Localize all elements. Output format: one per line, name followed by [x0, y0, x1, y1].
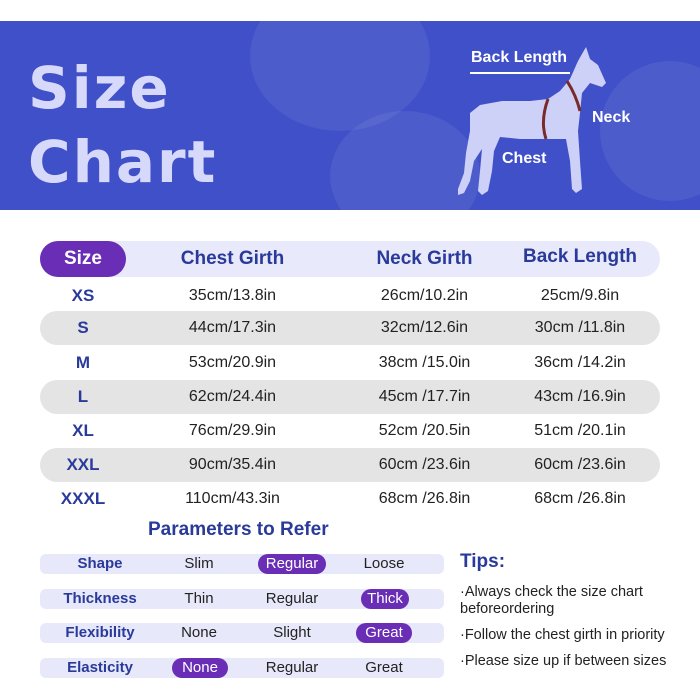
parameter-row-shape: Shape Slim Regular Loose — [40, 554, 444, 574]
back-cell: 68cm /26.8in — [534, 490, 626, 507]
parameter-option: None — [181, 624, 217, 641]
table-row: XXL 90cm/35.4in 60cm /23.6in 60cm /23.6i… — [40, 448, 660, 482]
parameter-option-selected: Regular — [258, 554, 326, 574]
table-header-background — [40, 241, 660, 277]
tip-item: ·Please size up if between sizes — [460, 653, 667, 669]
parameter-label: Flexibility — [65, 624, 135, 641]
parameter-row-elasticity: Elasticity None Regular Great — [40, 658, 444, 678]
banner-title-line2: Chart — [28, 128, 218, 196]
table-row: M 53cm/20.9in 38cm /15.0in 36cm /14.2in — [40, 346, 660, 380]
neck-cell: 52cm /20.5in — [378, 422, 471, 439]
parameter-option: Loose — [363, 555, 405, 572]
table-row: L 62cm/24.4in 45cm /17.7in 43cm /16.9in — [40, 380, 660, 414]
parameters-title: Parameters to Refer — [148, 519, 329, 540]
back-cell: 30cm /11.8in — [534, 319, 626, 336]
parameter-row-flexibility: Flexibility None Slight Great — [40, 623, 444, 643]
size-cell: L — [77, 387, 89, 406]
header-back-length: Back Length — [522, 246, 638, 267]
chest-cell: 62cm/24.4in — [188, 388, 277, 405]
neck-cell: 26cm/10.2in — [380, 287, 469, 304]
row-background — [40, 448, 660, 482]
neck-label: Neck — [592, 109, 631, 126]
header-neck-girth: Neck Girth — [376, 248, 473, 269]
table-header: Size Chest Girth Neck Girth Back Length — [40, 241, 660, 277]
back-cell: 36cm /14.2in — [534, 354, 626, 371]
size-cell: XL — [72, 421, 94, 440]
size-cell: XXXL — [60, 489, 106, 508]
back-cell: 60cm /23.6in — [534, 456, 626, 473]
size-cell: XXL — [66, 455, 100, 474]
parameter-option: Slight — [273, 624, 311, 641]
row-background — [40, 380, 660, 414]
parameter-option-selected: None — [172, 658, 228, 678]
parameter-option-selected: Great — [356, 623, 412, 643]
parameter-row-background — [40, 658, 444, 678]
header-size: Size — [40, 241, 126, 277]
table-row: XS 35cm/13.8in 26cm/10.2in 25cm/9.8in — [40, 279, 660, 313]
neck-cell: 60cm /23.6in — [378, 456, 471, 473]
chest-cell: 90cm/35.4in — [188, 456, 277, 473]
tip-item: ·Follow the chest girth in priority — [460, 627, 665, 643]
size-cell: M — [75, 353, 91, 372]
table-row: S 44cm/17.3in 32cm/12.6in 30cm /11.8in — [40, 311, 660, 345]
parameter-option: Slim — [184, 555, 214, 572]
size-cell: XS — [71, 286, 95, 305]
parameter-row-background — [40, 554, 444, 574]
banner-title-line1: Size — [28, 54, 171, 122]
chest-cell: 76cm/29.9in — [188, 422, 277, 439]
size-cell: S — [77, 318, 89, 337]
tips-title: Tips: — [460, 551, 506, 572]
parameter-option: Regular — [265, 590, 319, 607]
parameter-option-selected: Thick — [361, 589, 409, 609]
dog-silhouette-icon — [458, 47, 606, 195]
parameter-option: Thin — [184, 590, 214, 607]
table-row: XXXL 110cm/43.3in 68cm /26.8in 68cm /26.… — [40, 482, 660, 516]
back-length-label: Back Length — [471, 49, 568, 66]
parameter-row-background — [40, 623, 444, 643]
parameter-option: Great — [365, 659, 403, 676]
parameter-label: Thickness — [63, 590, 137, 607]
parameter-label: Elasticity — [67, 659, 133, 676]
chest-cell: 35cm/13.8in — [188, 287, 277, 304]
neck-cell: 38cm /15.0in — [378, 354, 471, 371]
row-background — [40, 311, 660, 345]
back-cell: 43cm /16.9in — [534, 388, 626, 405]
parameter-option: Regular — [265, 659, 319, 676]
parameter-row-background — [40, 589, 444, 609]
neck-cell: 45cm /17.7in — [378, 388, 471, 405]
background-blob — [330, 111, 480, 210]
back-cell: 25cm/9.8in — [540, 287, 620, 304]
back-cell: 51cm /20.1in — [534, 422, 626, 439]
table-row: XL 76cm/29.9in 52cm /20.5in 51cm /20.1in — [40, 414, 660, 448]
tip-item: ·Always check the size chart beforeorder… — [460, 584, 643, 617]
chest-cell: 44cm/17.3in — [188, 319, 277, 336]
chest-cell: 110cm/43.3in — [185, 490, 280, 507]
chest-cell: 53cm/20.9in — [188, 354, 277, 371]
chest-label: Chest — [502, 150, 547, 167]
neck-cell: 32cm/12.6in — [380, 319, 469, 336]
parameter-label: Shape — [77, 555, 123, 572]
parameter-row-thickness: Thickness Thin Regular Thick — [40, 589, 444, 609]
header-chest-girth: Chest Girth — [180, 248, 285, 269]
neck-cell: 68cm /26.8in — [378, 490, 471, 507]
